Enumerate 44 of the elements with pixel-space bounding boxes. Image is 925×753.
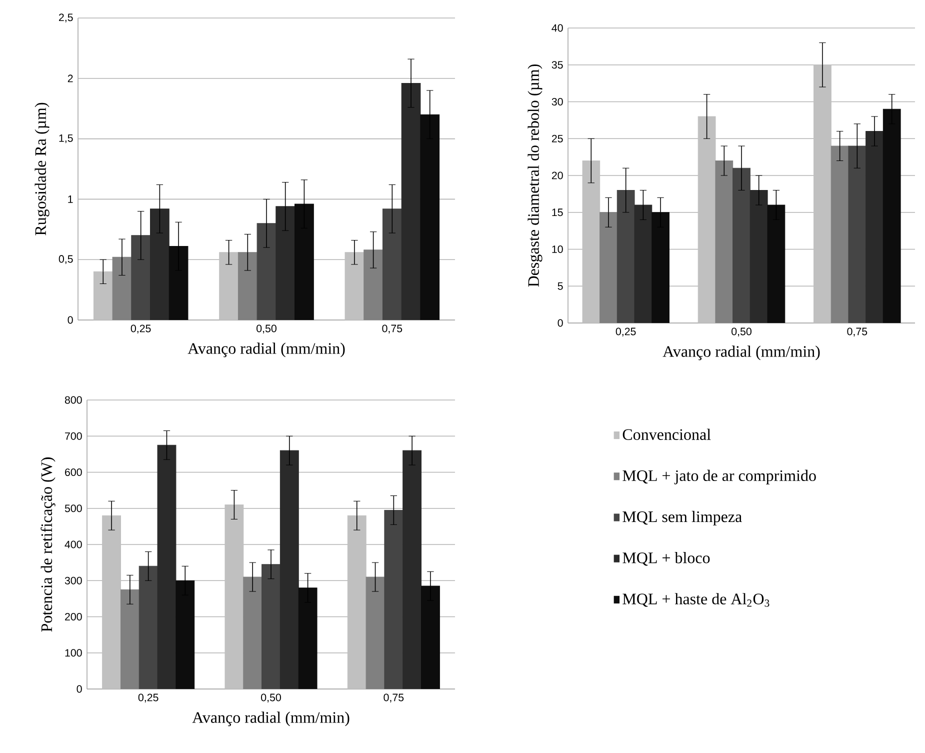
- y-tick-label: 500: [64, 504, 82, 512]
- x-tick-label: 0,75: [382, 324, 402, 334]
- legend-label: MQL sem limpeza: [622, 510, 742, 526]
- y-tick-label: 0: [68, 316, 73, 324]
- y-tick-label: 0: [558, 319, 563, 327]
- x-axis-title: Avanço radial (mm/min): [188, 342, 345, 358]
- legend-label: MQL + jato de ar comprimido: [622, 470, 816, 484]
- y-tick-label: 600: [65, 468, 82, 476]
- y-tick-label: 20: [552, 172, 563, 180]
- legend-label: MQL + haste de Al$_{2}$O$_{3}$: [622, 593, 770, 607]
- y-tick-label: 0: [76, 685, 82, 693]
- y-tick-label: 300: [64, 576, 82, 584]
- y-tick-label: 10: [552, 245, 563, 254]
- y-tick-label: 700: [65, 432, 82, 440]
- y-tick-label: 100: [65, 649, 82, 657]
- y-tick-label: 0,5: [58, 255, 73, 264]
- y-tick-label: 2,5: [59, 14, 73, 22]
- y-axis-title: Potencia de retificação (W): [40, 457, 56, 632]
- legend-label: MQL + bloco: [622, 552, 710, 566]
- y-tick-label: 30: [552, 98, 563, 106]
- y-tick-label: 15: [552, 208, 563, 216]
- x-tick-label: 0,25: [138, 694, 158, 703]
- x-tick-label: 0,50: [256, 324, 276, 334]
- x-tick-label: 0,25: [130, 324, 151, 334]
- x-tick-label: 0,50: [261, 694, 281, 703]
- x-tick-label: 0,25: [616, 328, 636, 337]
- x-axis-title: Avanço radial (mm/min): [662, 346, 820, 360]
- y-tick-label: 35: [552, 61, 563, 69]
- y-tick-label: 800: [64, 396, 82, 404]
- y-axis-title: Desgaste diametral do rebolo (µm): [528, 64, 542, 287]
- y-tick-label: 1,5: [59, 134, 73, 144]
- x-tick-label: 0,75: [384, 694, 404, 703]
- y-tick-label: 40: [552, 24, 563, 32]
- y-tick-label: 400: [64, 540, 82, 548]
- x-tick-label: 0,75: [847, 328, 868, 337]
- y-tick-label: 5: [558, 282, 563, 290]
- y-axis-title: Rugosidade Ra (µm): [34, 102, 50, 236]
- y-tick-label: 1: [68, 196, 73, 203]
- y-tick-label: 25: [552, 134, 563, 142]
- y-tick-label: 200: [65, 612, 82, 621]
- legend-label: Convencional: [622, 428, 711, 440]
- x-axis-title: Avanço radial (mm/min): [192, 712, 350, 726]
- y-tick-label: 2: [68, 74, 73, 82]
- x-tick-label: 0,50: [732, 328, 752, 337]
